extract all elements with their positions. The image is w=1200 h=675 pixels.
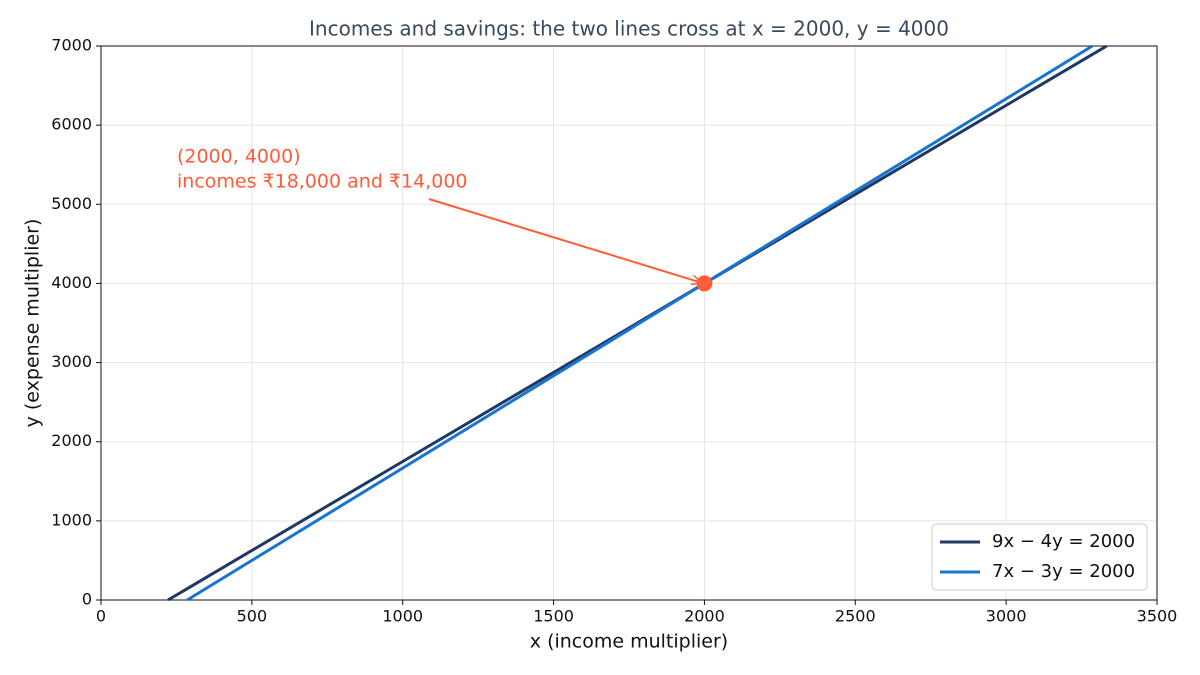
chart-title: Incomes and savings: the two lines cross…	[309, 17, 949, 41]
x-tick-label: 0	[96, 607, 106, 626]
x-tick-label: 1500	[533, 607, 574, 626]
series-line	[186, 44, 1094, 602]
x-tick-label: 1000	[382, 607, 423, 626]
legend-label: 9x − 4y = 2000	[992, 531, 1135, 552]
y-tick-label: 3000	[51, 352, 92, 371]
intersection-point	[696, 275, 713, 292]
y-axis-label: y (expense multiplier)	[22, 219, 44, 428]
annotation-arrow	[428, 198, 700, 282]
x-tick-label: 3500	[1137, 607, 1178, 626]
x-tick-label: 500	[237, 607, 268, 626]
x-tick-label: 3000	[986, 607, 1027, 626]
x-tick-label: 2500	[835, 607, 876, 626]
legend-box	[931, 523, 1148, 591]
y-tick-label: 1000	[51, 510, 92, 529]
annotation-text: (2000, 4000)	[177, 146, 301, 168]
x-tick-label: 2000	[684, 607, 725, 626]
y-tick-label: 5000	[51, 194, 92, 213]
x-axis-label: x (income multiplier)	[530, 631, 728, 653]
y-tick-label: 2000	[51, 431, 92, 450]
annotation-text: incomes ₹18,000 and ₹14,000	[177, 171, 468, 193]
y-tick-label: 7000	[51, 36, 92, 55]
y-tick-label: 6000	[51, 115, 92, 134]
legend-label: 7x − 3y = 2000	[992, 561, 1135, 582]
y-tick-label: 0	[82, 590, 92, 609]
y-tick-label: 4000	[51, 273, 92, 292]
plot-frame	[100, 45, 1158, 601]
